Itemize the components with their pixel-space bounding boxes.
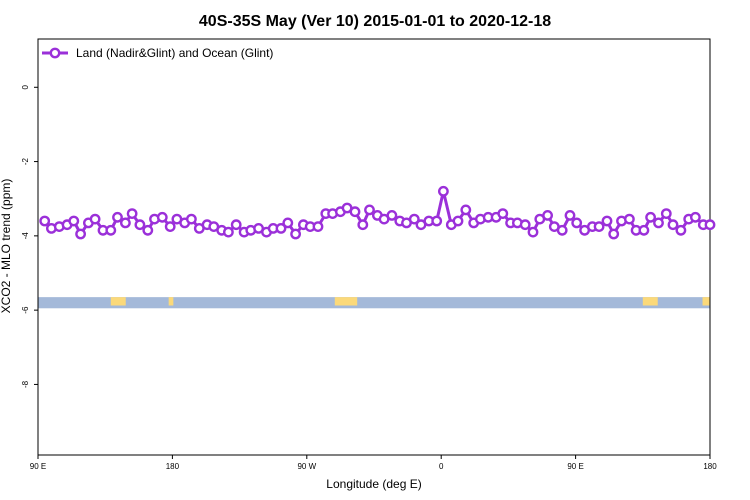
x-tick-label: 180: [166, 462, 180, 471]
data-point: [653, 217, 664, 229]
data-point: [112, 211, 123, 223]
y-tick-label: -6: [21, 306, 30, 314]
data-point: [89, 213, 101, 225]
data-point: [75, 228, 87, 240]
x-tick-label: 180: [703, 462, 717, 471]
legend-marker: [49, 47, 61, 59]
data-point: [601, 215, 613, 227]
data-point: [349, 206, 361, 218]
plot-frame: [37, 38, 711, 456]
data-point: [134, 219, 146, 231]
map-strip-land: [702, 297, 710, 306]
data-point: [593, 221, 605, 233]
data-point: [660, 208, 672, 220]
y-axis: 0 -2 -4 -6 -8: [21, 85, 38, 388]
data-point: [290, 228, 301, 240]
legend: Land (Nadir&Glint) and Ocean (Glint): [42, 46, 273, 60]
data-point: [571, 217, 583, 229]
data-point: [408, 213, 420, 225]
data-point: [667, 219, 679, 231]
data-point: [164, 221, 176, 233]
data-point: [675, 224, 687, 236]
x-tick-label: 0: [439, 462, 444, 471]
y-tick-label: -8: [21, 380, 30, 388]
data-point: [437, 185, 449, 197]
data-point: [690, 211, 701, 223]
map-strip-land: [110, 297, 126, 306]
data-point: [460, 204, 472, 216]
data-point: [275, 222, 287, 234]
data-point: [497, 208, 509, 220]
data-point: [357, 219, 369, 231]
series-layer: [39, 185, 716, 240]
data-point: [185, 213, 197, 225]
x-axis-label: Longitude (deg E): [326, 477, 421, 491]
map-strip: [38, 297, 710, 309]
legend-label: Land (Nadir&Glint) and Ocean (Glint): [76, 46, 273, 60]
data-point: [126, 208, 138, 220]
data-point: [105, 224, 117, 236]
x-tick-label: 90 W: [297, 462, 316, 471]
y-tick-label: -2: [21, 157, 30, 165]
data-point: [364, 204, 375, 216]
chart-title: 40S-35S May (Ver 10) 2015-01-01 to 2020-…: [199, 13, 551, 30]
y-tick-label: -4: [21, 232, 30, 240]
map-strip-land: [642, 297, 658, 306]
data-point: [452, 215, 464, 227]
data-point: [608, 228, 620, 240]
data-point: [156, 211, 168, 223]
data-point: [120, 217, 131, 229]
data-point: [638, 224, 650, 236]
data-point: [282, 217, 294, 229]
data-point: [222, 226, 234, 238]
map-strip-land: [168, 297, 174, 306]
data-point: [624, 213, 635, 225]
data-point: [142, 224, 154, 236]
data-point: [312, 221, 324, 233]
data-point: [704, 219, 716, 231]
data-point: [39, 215, 51, 227]
data-point: [68, 215, 80, 227]
map-strip-ocean: [38, 297, 710, 309]
data-point: [556, 224, 568, 236]
map-strip-land: [334, 297, 358, 306]
data-point: [527, 226, 539, 238]
x-tick-label: 90 E: [30, 462, 46, 471]
data-point: [386, 209, 398, 221]
x-tick-label: 90 E: [567, 462, 583, 471]
data-point: [564, 209, 576, 221]
data-point: [431, 215, 443, 227]
data-point: [519, 219, 531, 231]
y-tick-label: 0: [21, 85, 30, 90]
x-axis: 90 E 180 90 W 0 90 E 180: [30, 455, 717, 471]
y-axis-label: XCO2 - MLO trend (ppm): [0, 179, 13, 314]
data-point: [645, 211, 656, 223]
data-point: [542, 209, 553, 221]
data-point: [230, 219, 242, 231]
